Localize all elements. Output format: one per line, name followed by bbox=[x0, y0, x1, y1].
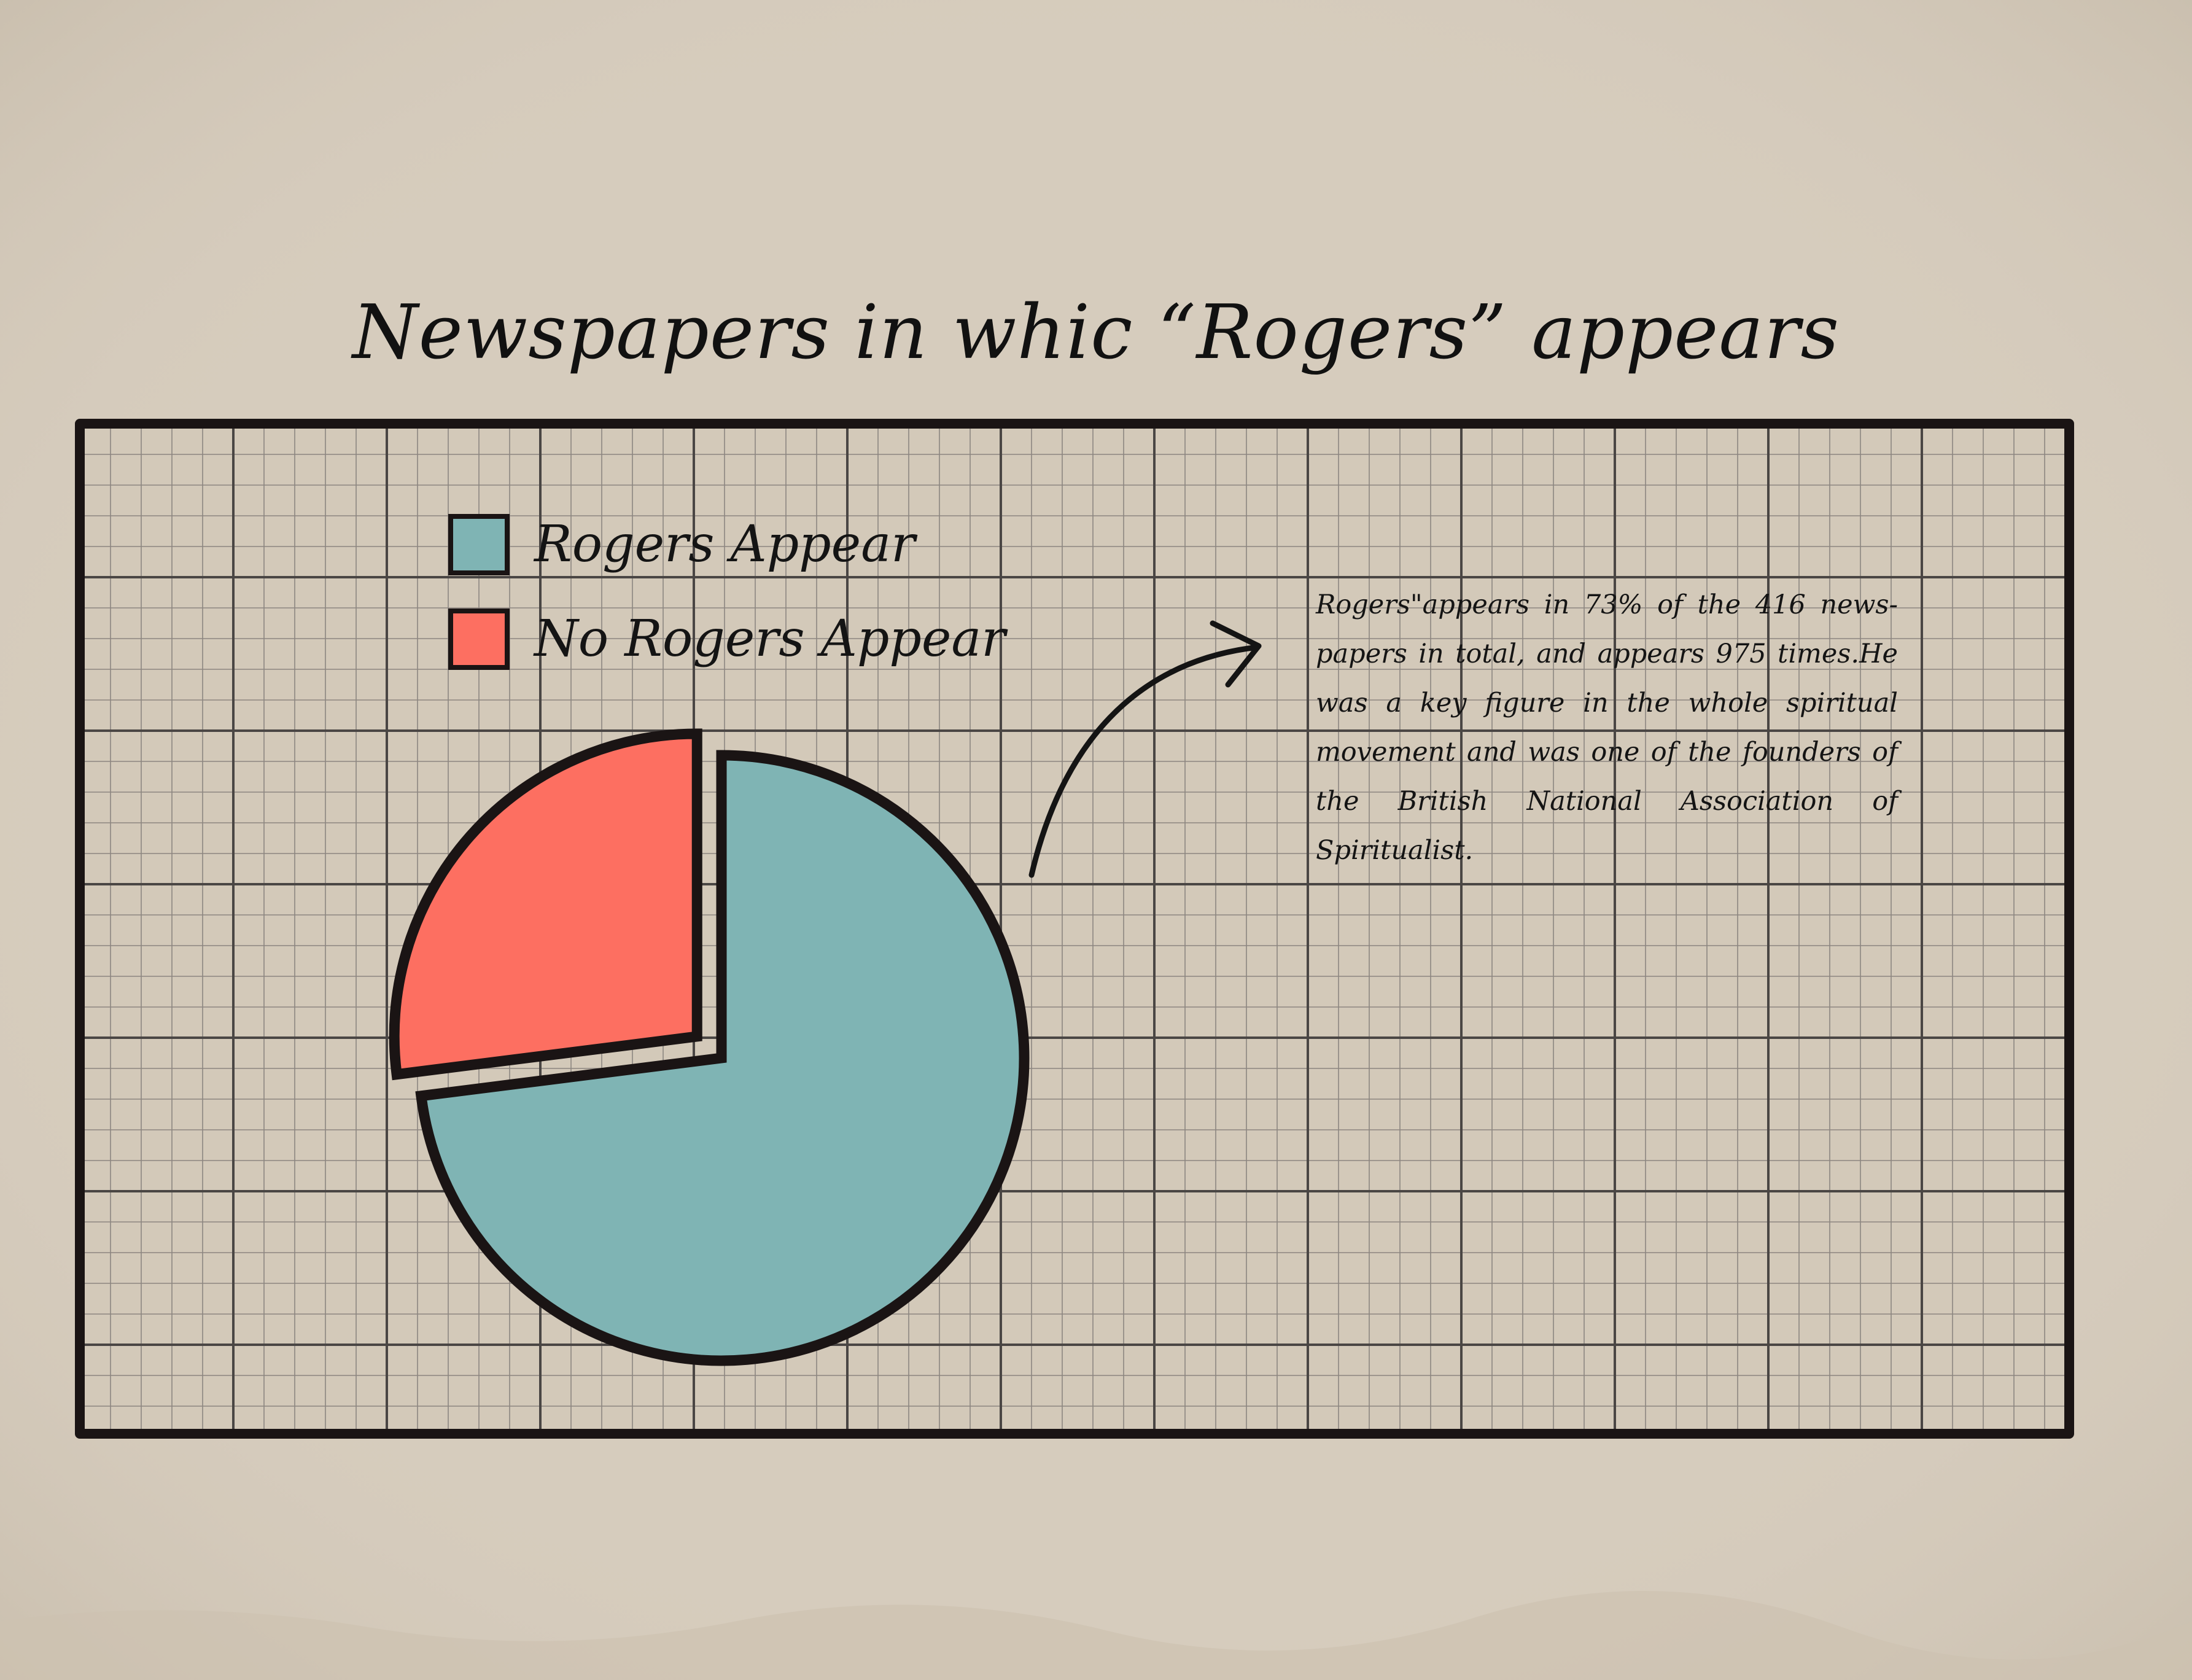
legend: Rogers Appear No Rogers Appear bbox=[448, 511, 1062, 700]
pie-slice-rogers-appear bbox=[415, 750, 1030, 1366]
legend-label-no-rogers-appear: No Rogers Appear bbox=[534, 610, 1006, 668]
legend-label-rogers-appear: Rogers Appear bbox=[534, 515, 915, 574]
pie-slice-no-rogers-appear bbox=[389, 728, 702, 1081]
legend-swatch-rogers-appear bbox=[448, 514, 510, 575]
chart-title: Newspapers in whic “Rogers” appears bbox=[352, 289, 1840, 376]
legend-swatch-no-rogers-appear bbox=[448, 609, 510, 670]
legend-item-rogers-appear: Rogers Appear bbox=[448, 511, 1062, 578]
plot-frame-fill bbox=[80, 424, 2069, 1434]
legend-item-no-rogers-appear: No Rogers Appear bbox=[448, 605, 1062, 673]
annotation-text: Rogers"appears in 73% of the 416 news-pa… bbox=[1316, 589, 1898, 866]
pie bbox=[389, 728, 1030, 1366]
annotation-arrowhead bbox=[1210, 620, 1262, 688]
annotation-arrow bbox=[1028, 645, 1256, 878]
plot-frame-border bbox=[75, 419, 2074, 1439]
